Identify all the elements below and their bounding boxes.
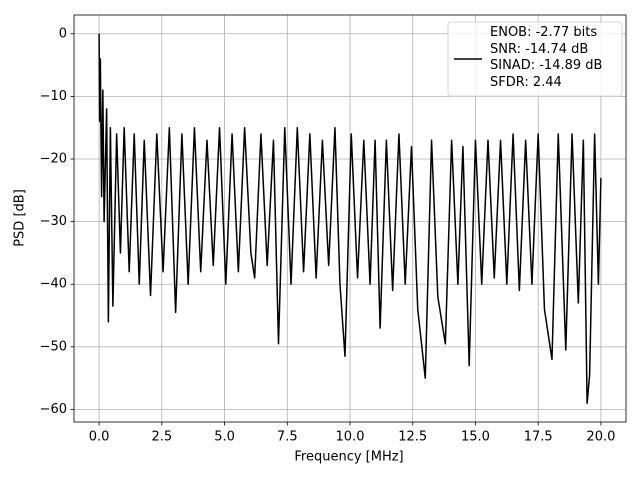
x-tick-label: 2.5 <box>151 430 172 445</box>
y-tick-label: 0 <box>59 26 67 41</box>
x-tick-label: 20.0 <box>586 430 615 445</box>
x-tick-label: 15.0 <box>461 430 490 445</box>
series-line <box>98 33 602 404</box>
legend-label: ENOB: -2.77 bits SNR: -14.74 dB SINAD: -… <box>490 25 603 90</box>
legend-label-box: ENOB: -2.77 bits SNR: -14.74 dB SINAD: -… <box>490 25 603 90</box>
y-tick-label: −40 <box>40 277 67 292</box>
x-tick-label: 5.0 <box>214 430 235 445</box>
legend-box <box>447 21 623 97</box>
axes-frame <box>73 14 627 423</box>
y-tick-label: −20 <box>40 152 67 167</box>
x-tick-label: 7.5 <box>277 430 298 445</box>
y-tick-label: −10 <box>40 89 67 104</box>
x-tick-label: 10.0 <box>336 430 365 445</box>
y-tick-label: −30 <box>40 214 67 229</box>
y-tick-label: −60 <box>40 402 67 417</box>
y-tick-label: −50 <box>40 339 67 354</box>
y-axis-label: PSD [dB] <box>13 189 28 247</box>
x-tick-label: 12.5 <box>398 430 427 445</box>
x-tick-label: 17.5 <box>524 430 553 445</box>
x-tick-label: 0.0 <box>89 430 110 445</box>
legend: ENOB: -2.77 bits SNR: -14.74 dB SINAD: -… <box>447 21 623 97</box>
x-axis-label: Frequency [MHz] <box>294 450 403 465</box>
